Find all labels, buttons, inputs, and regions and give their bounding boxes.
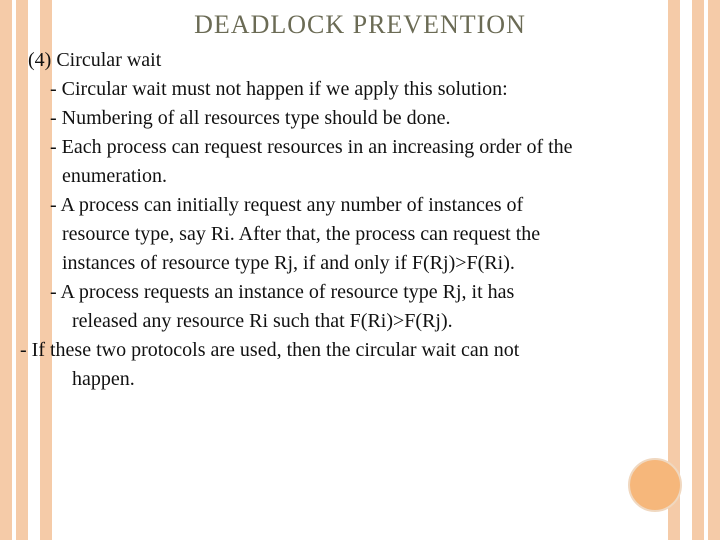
line: resource type, say Ri. After that, the p… — [62, 220, 692, 249]
right-stripe-3 — [708, 0, 720, 540]
decorative-circle — [628, 458, 682, 512]
line: released any resource Ri such that F(Ri)… — [72, 307, 692, 336]
slide-body: (4) Circular wait - Circular wait must n… — [28, 46, 692, 394]
line: - Each process can request resources in … — [50, 133, 692, 162]
line: - Numbering of all resources type should… — [50, 104, 692, 133]
line: - Circular wait must not happen if we ap… — [50, 75, 692, 104]
right-stripe-2 — [692, 0, 704, 540]
line: (4) Circular wait — [28, 46, 692, 75]
line: - A process requests an instance of reso… — [50, 278, 692, 307]
line: happen. — [72, 365, 692, 394]
line: - If these two protocols are used, then … — [20, 336, 692, 365]
left-stripe-1 — [0, 0, 12, 540]
line: - A process can initially request any nu… — [50, 191, 692, 220]
left-stripe-2 — [16, 0, 28, 540]
line: instances of resource type Rj, if and on… — [62, 249, 692, 278]
line: enumeration. — [62, 162, 692, 191]
slide-content: DEADLOCK PREVENTION (4) Circular wait - … — [28, 10, 692, 394]
slide-title: DEADLOCK PREVENTION — [28, 10, 692, 40]
